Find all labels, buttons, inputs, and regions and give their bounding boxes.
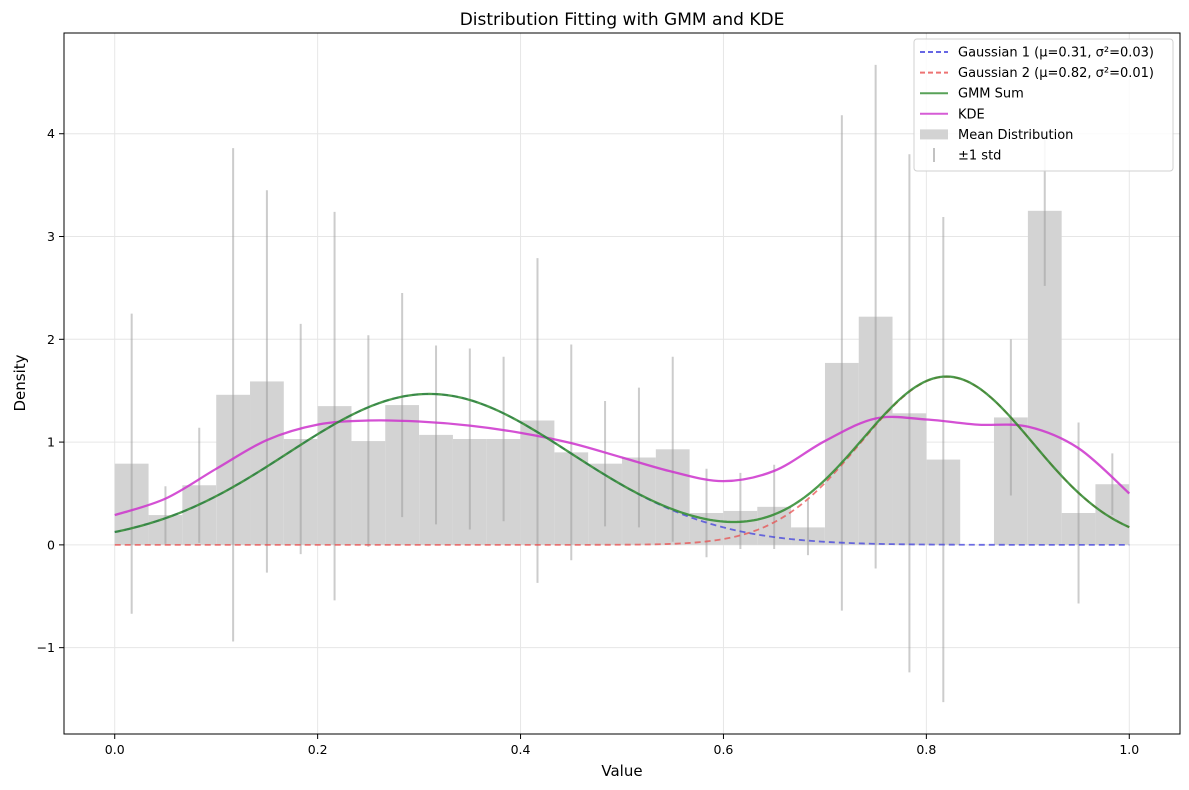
y-axis-label: Density [11, 354, 29, 411]
y-tick-label: 0 [47, 537, 55, 552]
x-tick-label: 0.0 [105, 742, 125, 757]
x-tick-label: 1.0 [1119, 742, 1139, 757]
x-axis-label: Value [601, 762, 642, 780]
legend-label: ±1 std [958, 149, 1001, 164]
x-tick-label: 0.4 [511, 742, 531, 757]
y-tick-label: 1 [47, 435, 55, 450]
legend: Gaussian 1 (μ=0.31, σ²=0.03) Gaussian 2 (… [913, 38, 1174, 172]
x-tick-label: 0.8 [916, 742, 936, 757]
x-ticks: 0.0 0.2 0.4 0.6 0.8 1.0 [105, 734, 1139, 757]
y-tick-label: 4 [47, 126, 55, 141]
legend-label: GMM Sum [958, 87, 1024, 102]
legend-label: Gaussian 2 (μ=0.82, σ²=0.01) [958, 66, 1154, 81]
x-tick-label: 0.2 [308, 742, 328, 757]
legend-label: Mean Distribution [958, 128, 1073, 143]
error-bars [130, 64, 1114, 703]
plot-frame [63, 32, 1181, 735]
series-line-sum-2 [114, 375, 1130, 534]
legend-label: KDE [958, 107, 985, 122]
y-tick-label: 3 [47, 229, 55, 244]
legend-swatch-patch [920, 129, 948, 140]
series-line-kde-3 [114, 415, 1131, 517]
legend-box [913, 38, 1174, 172]
y-tick-label: 2 [47, 332, 55, 347]
legend-label: Gaussian 1 (μ=0.31, σ²=0.03) [958, 46, 1154, 61]
y-ticks: −1 0 1 2 3 4 [37, 126, 64, 655]
y-tick-label: −1 [37, 640, 55, 655]
curves [114, 375, 1131, 546]
x-tick-label: 0.6 [714, 742, 734, 757]
chart-title: Distribution Fitting with GMM and KDE [460, 10, 785, 30]
